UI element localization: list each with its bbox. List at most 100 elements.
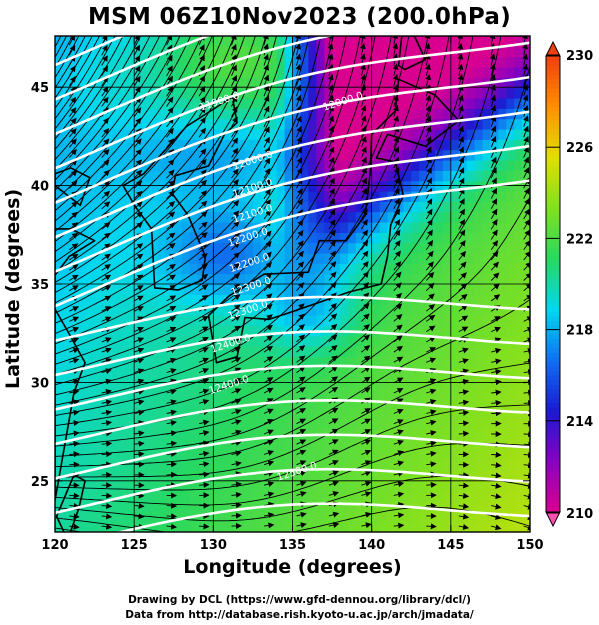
temperature-cell <box>419 170 428 182</box>
temperature-cell <box>86 232 96 244</box>
temperature-cell <box>466 160 476 171</box>
wind-arrow <box>425 73 431 87</box>
colorbar-segment <box>546 320 560 326</box>
temperature-cell <box>292 211 301 223</box>
temperature-cell <box>118 201 127 213</box>
wind-arrow <box>425 208 433 220</box>
temperature-cell <box>94 387 104 399</box>
temperature-cell <box>221 284 230 295</box>
temperature-cell <box>466 356 476 368</box>
wind-arrow <box>490 198 498 210</box>
temperature-cell <box>276 511 286 523</box>
temperature-cell <box>86 335 96 347</box>
temperature-cell <box>252 201 262 213</box>
temperature-cell <box>466 304 476 316</box>
temperature-cell <box>245 232 254 244</box>
temperature-cell <box>126 46 135 58</box>
temperature-cell <box>419 480 428 492</box>
temperature-cell <box>450 263 460 275</box>
temperature-cell <box>276 459 286 471</box>
wind-arrow <box>198 200 208 210</box>
temperature-cell <box>173 418 183 430</box>
wind-arrow <box>328 302 337 312</box>
wind-arrow <box>69 243 79 251</box>
temperature-cell <box>514 470 523 481</box>
temperature-cell <box>150 387 159 399</box>
temperature-cell <box>213 387 222 399</box>
temperature-cell <box>134 36 143 47</box>
temperature-cell <box>435 325 444 337</box>
temperature-cell <box>419 428 428 440</box>
wind-arrow <box>166 169 175 179</box>
temperature-cell <box>292 480 301 492</box>
wind-arrow <box>393 135 399 148</box>
temperature-cell <box>514 87 523 99</box>
temperature-cell <box>252 304 262 316</box>
wind-arrow <box>425 167 432 179</box>
temperature-cell <box>474 470 484 481</box>
temperature-cell <box>490 108 499 120</box>
temperature-cell <box>292 108 301 120</box>
temperature-cell <box>379 191 389 202</box>
temperature-cell <box>173 325 183 337</box>
temperature-cell <box>371 490 381 502</box>
temperature-cell <box>189 108 199 120</box>
temperature-cell <box>300 304 309 316</box>
temperature-cell <box>316 46 325 58</box>
temperature-cell <box>363 346 373 357</box>
temperature-cell <box>363 77 373 89</box>
temperature-cell <box>506 356 515 368</box>
wind-arrow <box>426 293 435 302</box>
wind-arrow <box>166 419 177 426</box>
temperature-cell <box>363 98 373 109</box>
wind-arrow <box>361 281 370 291</box>
temperature-cell <box>363 273 373 285</box>
temperature-cell <box>474 263 484 275</box>
temperature-cell <box>316 191 325 202</box>
wind-arrow <box>133 86 141 97</box>
temperature-cell <box>498 253 507 264</box>
temperature-cell <box>466 521 476 532</box>
temperature-cell <box>292 87 301 99</box>
temperature-cell <box>78 77 88 89</box>
wind-arrow <box>101 65 109 77</box>
temperature-cell <box>411 521 420 532</box>
temperature-cell <box>70 77 80 89</box>
temperature-cell <box>276 242 286 254</box>
temperature-cell <box>55 315 64 326</box>
wind-arrow <box>328 104 334 117</box>
temperature-cell <box>427 211 436 223</box>
temperature-cell <box>78 180 88 192</box>
temperature-cell <box>403 253 412 264</box>
temperature-cell <box>189 501 199 512</box>
temperature-cell <box>308 160 317 171</box>
temperature-cell <box>268 335 278 347</box>
wind-arrow <box>458 250 467 261</box>
temperature-cell <box>173 294 183 306</box>
temperature-cell <box>165 418 175 430</box>
temperature-cell <box>134 46 143 58</box>
wind-arrow <box>328 271 337 281</box>
temperature-cell <box>229 490 238 502</box>
temperature-cell <box>316 160 325 171</box>
temperature-cell <box>55 87 64 99</box>
wind-arrow <box>458 315 469 322</box>
wind-arrow <box>69 264 79 271</box>
temperature-cell <box>268 284 278 295</box>
temperature-cell <box>134 501 143 512</box>
temperature-cell <box>181 253 191 264</box>
wind-arrow <box>166 201 176 210</box>
wind-arrow <box>68 117 77 128</box>
temperature-cell <box>324 191 333 202</box>
temperature-cell <box>126 273 135 285</box>
temperature-cell <box>355 439 365 450</box>
temperature-cell <box>157 418 167 430</box>
temperature-cell <box>466 418 476 430</box>
colorbar-segment <box>546 325 560 331</box>
temperature-cell <box>142 428 151 440</box>
temperature-cell <box>118 67 127 78</box>
temperature-cell <box>403 408 412 419</box>
wind-arrow <box>101 253 111 261</box>
temperature-cell <box>284 408 294 419</box>
temperature-cell <box>157 77 167 89</box>
